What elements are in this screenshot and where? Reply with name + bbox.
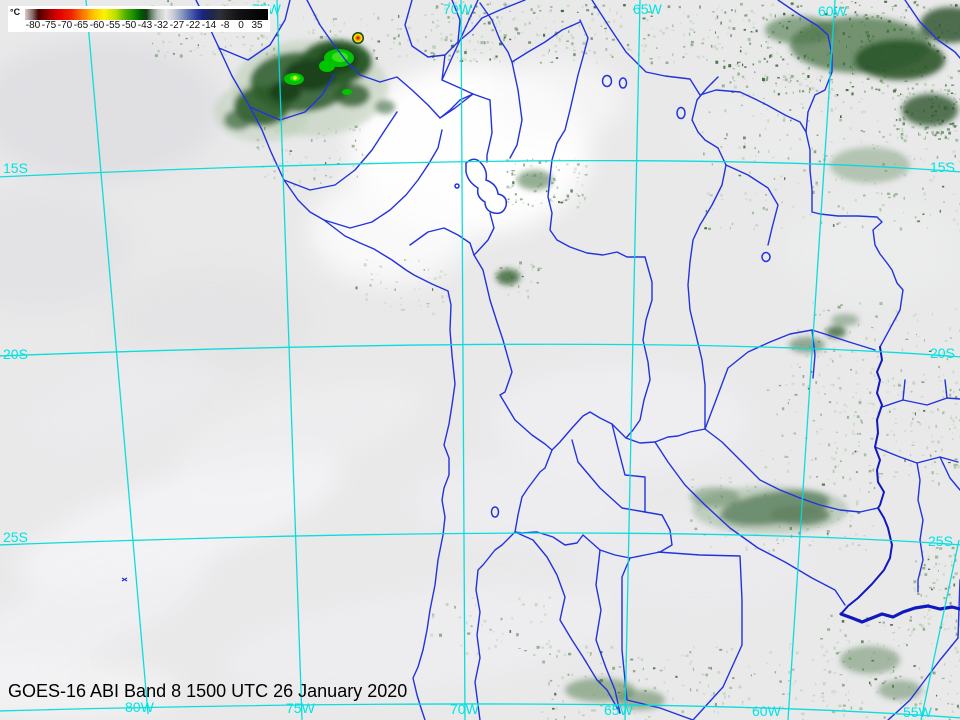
border-line [621,551,743,720]
colorbar-tick: -55 [105,20,121,31]
longitude-line-55w [920,539,960,720]
longitude-line-60w [787,0,836,720]
border-line [625,256,653,439]
colorbar-tick: 35 [251,20,263,31]
border-line [551,411,706,451]
green-cloud-masses [496,7,960,710]
border-line [511,21,581,63]
border-line [704,329,876,430]
border-line [595,549,621,714]
border-line [323,129,443,229]
border-line [904,0,960,59]
border-line [777,0,833,133]
border-line [474,449,553,720]
border-line [473,254,553,451]
border-line [725,164,779,246]
colorbar-tick: -43 [137,20,153,31]
border-line [881,397,960,408]
latitude-line-15s [0,159,960,178]
border-line [916,462,924,593]
colorbar-tick: -14 [201,20,217,31]
rivers [839,346,960,624]
graticule-label: 75W [286,700,316,716]
country-borders [195,0,960,720]
latitude-line-20s [0,343,960,358]
graticule-label: 70W [450,701,480,717]
latitude-line-30s [0,703,960,719]
border-line [514,531,621,714]
border-line [902,379,948,401]
border-line [514,511,673,559]
border-line [195,0,456,720]
colorbar-tick: -8 [220,20,230,31]
colorbar-tick-labels: -80 -75 -70 -65 -60 -55 -50 -43 -32 -27 -22 -14 -8 0 3… [8,20,270,32]
border-line [687,76,727,430]
border-line [283,111,398,191]
colorbar-gradient [25,9,268,20]
graticule-label: 60W [818,3,848,19]
graticule-label: 20S [3,346,28,362]
colorbar-tick: -32 [153,20,169,31]
caption: GOES-16 ABI Band 8 1500 UTC 26 January 2… [8,681,408,701]
colorbar-tick: -65 [73,20,89,31]
border-line [249,74,335,121]
border-line [591,0,904,348]
graticule-label: 25S [3,529,28,545]
colorbar-tick: -70 [57,20,73,31]
graticule-label: 55W [903,704,933,720]
graticule-label: 15S [930,159,955,175]
border-line [704,428,879,513]
latitude-line-25s [0,532,960,546]
colorbar-tick: 0 [238,20,244,31]
river [839,604,960,624]
border-line [547,19,646,258]
colorbar-tick: -60 [89,20,105,31]
border-line [404,0,461,58]
graticule-label: 65W [633,1,663,17]
longitude-line-80w [85,0,149,715]
graticule-label: 60W [752,703,782,719]
border-line [473,99,495,256]
border-line [654,441,846,606]
graticule-label: 20S [930,345,955,361]
colorbar-tick: -75 [41,20,57,31]
storm-cluster [214,32,395,142]
cloud-wisps [0,40,960,720]
colorbar-tick: -27 [169,20,185,31]
graticule-label: 25S [928,533,953,549]
border-line [218,0,291,61]
colorbar-tick: -22 [185,20,201,31]
graticule-label: 70W [443,1,473,17]
graticule-label: 80W [125,699,155,715]
border-line [439,0,526,119]
graticule-labels: 75W70W65W60W80W75W70W65W60W55W15S20S25S1… [3,1,955,720]
longitude-line-65w [624,0,641,720]
border-line [409,227,475,256]
graticule-label: 15S [3,160,28,176]
colorbar-tick: -50 [121,20,137,31]
colorbar-tick: -80 [25,20,41,31]
border-line [479,2,523,159]
longitude-line-70w [460,0,466,720]
border-line [939,456,960,491]
graticule-label: 65W [604,702,634,718]
lake-titicaca-and-lagoons [121,74,771,582]
colorbar-unit-label: °C [10,7,21,17]
colorbar: °C -80 -75 -70 -65 -60 -55 -50 -43 -32 -27 -22 -14-… [8,6,270,32]
river [840,346,893,615]
border-line [306,0,474,119]
longitude-line-75w [276,0,303,720]
